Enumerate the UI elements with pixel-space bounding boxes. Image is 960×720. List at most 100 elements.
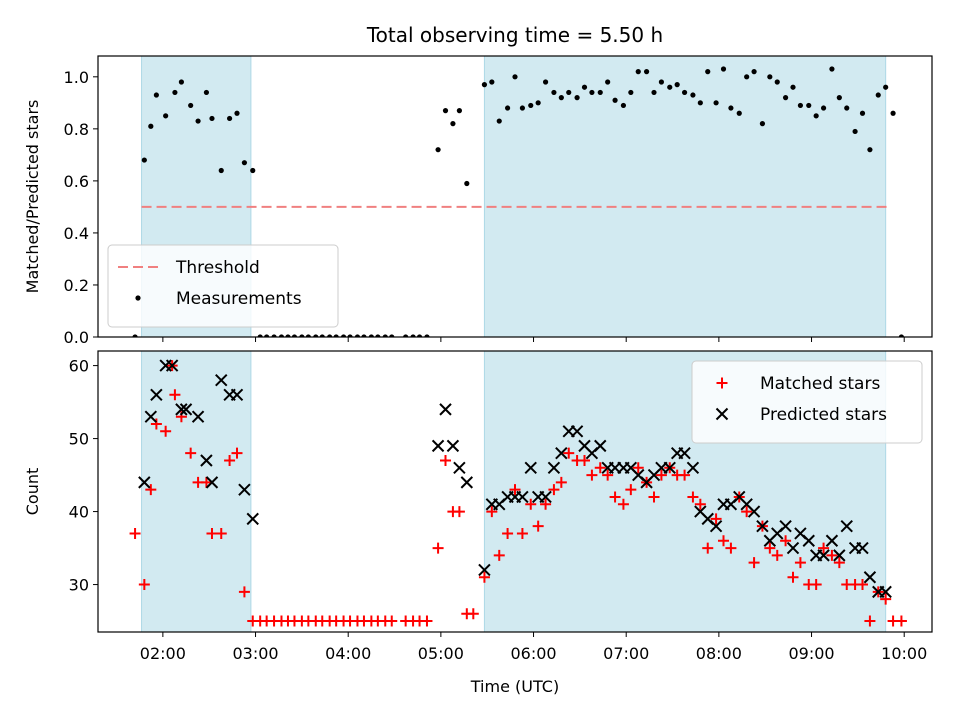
panel-2: 30 40 50 60 02:00 03:00 04:00 05:00 06:00 07:00 08… — [23, 350, 933, 663]
data-point — [502, 527, 514, 539]
data-point — [895, 615, 907, 627]
data-point — [460, 476, 474, 489]
x-tick-label: 09:00 — [788, 644, 834, 663]
data-point — [594, 462, 606, 474]
data-point — [856, 541, 869, 555]
data-point — [635, 69, 641, 75]
data-point — [813, 113, 819, 119]
y-tick-label: 1.0 — [64, 68, 89, 87]
data-point — [519, 105, 526, 111]
data-point — [241, 160, 248, 166]
legend-swatch — [135, 295, 141, 301]
data-point — [751, 69, 757, 75]
data-point — [421, 615, 433, 627]
data-point — [291, 334, 298, 337]
axes-frame — [97, 55, 933, 338]
data-point — [709, 519, 723, 533]
data-point — [185, 447, 197, 459]
data-point — [264, 334, 270, 337]
data-point — [163, 113, 169, 119]
data-point — [132, 334, 138, 337]
data-point — [403, 334, 409, 337]
data-points — [129, 359, 907, 627]
data-point — [867, 147, 873, 153]
data-point — [697, 100, 703, 106]
data-point — [453, 461, 466, 474]
legend: Matched stars Predicted stars — [691, 360, 923, 444]
data-point — [817, 549, 830, 562]
x-tick-label: 02:00 — [140, 644, 186, 663]
data-point — [782, 95, 789, 101]
data-point — [786, 541, 800, 555]
data-point — [597, 89, 603, 96]
data-point — [651, 89, 657, 96]
data-point — [141, 157, 147, 163]
series-measurements — [132, 66, 905, 337]
data-point — [710, 513, 722, 525]
data-point — [632, 462, 644, 474]
data-point — [594, 439, 607, 453]
data-point — [748, 557, 760, 569]
data-point — [481, 82, 488, 88]
data-point — [450, 121, 456, 127]
x-tick-label: 04:00 — [325, 644, 371, 663]
data-point — [200, 476, 212, 488]
data-point — [205, 476, 219, 489]
data-point — [679, 469, 691, 481]
x-tick-label: 05:00 — [418, 644, 464, 663]
data-point — [643, 69, 650, 75]
data-point — [535, 100, 541, 106]
data-point — [440, 454, 451, 466]
data-point — [825, 534, 839, 547]
data-point — [713, 100, 719, 106]
data-point — [435, 147, 441, 153]
data-point — [172, 89, 178, 96]
data-point — [224, 454, 236, 466]
legend-label: Threshold — [175, 258, 260, 278]
shaded-interval-2 — [483, 55, 887, 338]
data-point — [810, 579, 822, 591]
data-point — [509, 484, 521, 496]
x-axis-label: Time (UTC) — [470, 677, 559, 696]
data-point — [432, 542, 444, 554]
data-point — [833, 557, 845, 569]
data-point — [741, 506, 753, 518]
data-point — [880, 593, 892, 605]
data-point — [574, 95, 580, 101]
data-point — [548, 484, 560, 496]
data-point — [744, 74, 750, 80]
x-tick-label: 08:00 — [696, 644, 742, 663]
data-point — [694, 498, 706, 510]
data-point — [563, 447, 575, 459]
data-point — [605, 79, 611, 85]
data-point — [439, 403, 452, 416]
data-point — [628, 89, 634, 96]
data-point — [144, 410, 158, 423]
data-point — [579, 454, 590, 466]
legend-box — [691, 360, 923, 444]
data-point — [655, 469, 667, 481]
data-point — [525, 498, 537, 510]
data-point — [612, 97, 618, 103]
data-point — [551, 89, 557, 96]
data-point — [179, 403, 193, 416]
data-point — [767, 74, 773, 80]
data-point — [542, 79, 549, 85]
data-point — [456, 108, 462, 114]
data-point — [890, 110, 896, 116]
data-point — [648, 491, 660, 503]
data-point — [702, 542, 714, 554]
data-point — [313, 334, 319, 337]
y-tick-label: 0.8 — [64, 120, 89, 139]
data-point — [857, 579, 868, 591]
data-point — [238, 586, 250, 598]
data-point — [759, 121, 766, 127]
data-point — [478, 571, 490, 583]
y-tick-label: 0.6 — [64, 172, 89, 191]
data-point — [150, 388, 163, 401]
legend-label: Measurements — [176, 289, 302, 309]
data-point — [818, 542, 830, 554]
legend-label: Predicted stars — [760, 405, 887, 425]
data-point — [285, 334, 291, 337]
data-point — [195, 118, 201, 124]
